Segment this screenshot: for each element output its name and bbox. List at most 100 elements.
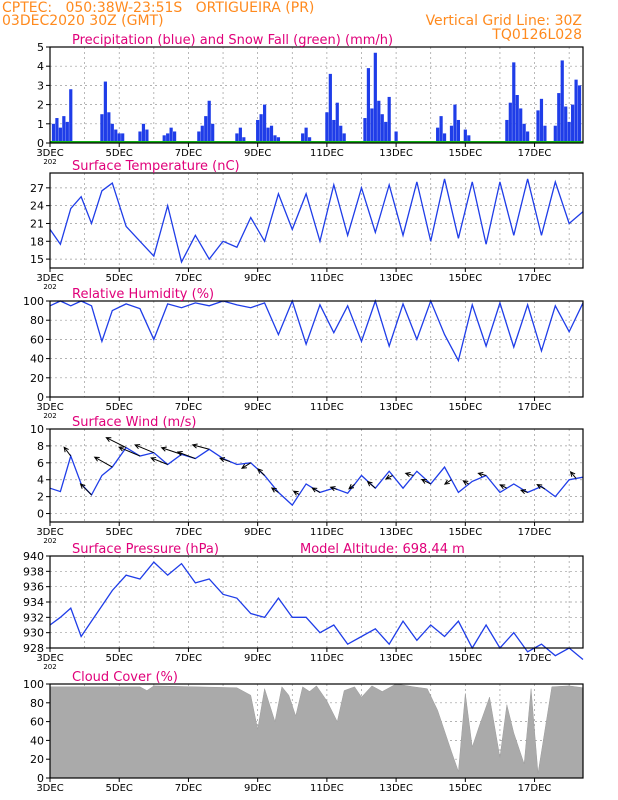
x-tick-label: 17DEC bbox=[518, 148, 552, 159]
y-tick-label: 20 bbox=[30, 372, 44, 385]
x-tick-label: 13DEC bbox=[379, 148, 413, 159]
pres-line bbox=[49, 561, 584, 660]
wind-vector bbox=[270, 487, 279, 493]
x-tick-label: 11DEC bbox=[310, 783, 344, 794]
precip-bar bbox=[328, 73, 332, 143]
precip-bar bbox=[200, 125, 204, 143]
x-tick-label: 5DEC bbox=[106, 527, 133, 538]
rh-line bbox=[49, 298, 584, 363]
x-tick-label: 7DEC bbox=[175, 783, 202, 794]
precip-bar bbox=[373, 52, 377, 144]
wind-vector bbox=[218, 457, 231, 463]
panel-frame bbox=[49, 172, 584, 269]
y-tick-label: 40 bbox=[30, 353, 44, 366]
x-tick-label: 3DEC bbox=[36, 148, 63, 159]
precip-bar bbox=[211, 123, 215, 143]
precip-bar bbox=[467, 135, 471, 143]
y-tick-label: 20 bbox=[30, 753, 44, 766]
x-tick-label: 3DEC bbox=[36, 273, 63, 284]
y-tick-label: 6 bbox=[37, 457, 44, 470]
precip-bar bbox=[567, 121, 571, 143]
wind-vector bbox=[385, 474, 393, 480]
x-year-label: 202 bbox=[43, 283, 56, 291]
x-tick-label: 3DEC bbox=[36, 653, 63, 664]
precip-bar bbox=[508, 102, 512, 143]
precip-bar bbox=[564, 106, 568, 143]
panel-precip: 0 1 2 3 4 5 Precipitation (blue) and Snow Fall… bbox=[36, 33, 584, 166]
precip-bar bbox=[304, 127, 308, 143]
precip-bar bbox=[100, 114, 104, 143]
x-year-label: 202 bbox=[43, 412, 56, 420]
precip-bar bbox=[235, 133, 239, 143]
x-tick-label: 7DEC bbox=[175, 653, 202, 664]
precip-bar bbox=[307, 137, 312, 143]
x-tick-label: 11DEC bbox=[310, 653, 344, 664]
wind-vector bbox=[477, 471, 487, 478]
precip-bar bbox=[394, 131, 398, 143]
y-tick-label: 930 bbox=[23, 627, 44, 640]
header-station: CPTEC: 050:38W-23:51S ORTIGUEIRA (PR) bbox=[2, 0, 315, 16]
precip-bar bbox=[162, 135, 166, 143]
x-tick-label: 7DEC bbox=[175, 402, 202, 413]
panel-frame bbox=[49, 428, 584, 523]
y-tick-label: 940 bbox=[23, 550, 44, 563]
precip-bar bbox=[380, 114, 384, 143]
precip-bar bbox=[242, 137, 246, 143]
precip-bar bbox=[571, 104, 575, 143]
y-tick-label: 934 bbox=[23, 596, 44, 609]
wind-vector bbox=[63, 446, 72, 457]
precip-bar bbox=[536, 110, 540, 143]
precip-bar bbox=[505, 119, 509, 143]
wind-vector bbox=[292, 490, 300, 496]
x-tick-label: 9DEC bbox=[244, 148, 271, 159]
x-year-label: 202 bbox=[43, 537, 56, 545]
x-tick-label: 9DEC bbox=[244, 402, 271, 413]
precip-bar bbox=[107, 112, 111, 143]
wind-vector bbox=[118, 446, 141, 457]
x-tick-label: 3DEC bbox=[36, 527, 63, 538]
y-tick-label: 10 bbox=[30, 423, 44, 436]
y-tick-label: 0 bbox=[37, 137, 44, 150]
precip-bar bbox=[301, 133, 305, 143]
y-tick-label: 0 bbox=[37, 391, 44, 404]
x-tick-label: 13DEC bbox=[379, 783, 413, 794]
x-tick-label: 5DEC bbox=[106, 783, 133, 794]
precip-bar bbox=[266, 127, 270, 143]
precip-bar bbox=[449, 125, 454, 143]
precip-bar bbox=[238, 127, 242, 143]
y-tick-label: 2 bbox=[37, 491, 44, 504]
precip-bar bbox=[141, 123, 146, 143]
x-tick-label: 15DEC bbox=[448, 273, 482, 284]
precip-bar bbox=[453, 104, 457, 143]
y-tick-label: 27 bbox=[30, 182, 44, 195]
panel-temp: 15 18 21 24 27 Surface Temperature (nC) 3DEC 5D… bbox=[30, 159, 584, 291]
precip-bar bbox=[526, 131, 530, 143]
precip-bar bbox=[172, 131, 177, 143]
header-model: TQ0126L028 bbox=[492, 27, 582, 43]
precip-bar bbox=[58, 127, 62, 143]
y-tick-label: 1 bbox=[37, 118, 44, 131]
precip-bar bbox=[166, 133, 170, 143]
panel-title: Cloud Cover (%) bbox=[72, 670, 178, 685]
x-tick-label: 11DEC bbox=[310, 148, 344, 159]
x-year-label: 202 bbox=[43, 158, 56, 166]
precip-bar bbox=[332, 119, 336, 143]
panel-pres: 928 930 932 934 936 938 940 Surface Pressure (h… bbox=[23, 542, 584, 671]
precip-bar bbox=[387, 96, 391, 143]
wind-vector bbox=[348, 483, 355, 490]
y-tick-label: 40 bbox=[30, 734, 44, 747]
y-tick-label: 8 bbox=[37, 440, 44, 453]
panel-frame bbox=[49, 683, 584, 779]
y-tick-label: 80 bbox=[30, 314, 44, 327]
x-tick-label: 7DEC bbox=[175, 273, 202, 284]
precip-bar bbox=[335, 102, 339, 143]
precip-bar bbox=[197, 131, 201, 143]
precip-bar bbox=[560, 60, 564, 143]
precip-bar bbox=[543, 125, 547, 143]
x-tick-label: 5DEC bbox=[106, 402, 133, 413]
cloud-area bbox=[49, 683, 584, 779]
wind-vector bbox=[191, 443, 210, 450]
panel-frame bbox=[49, 555, 584, 649]
